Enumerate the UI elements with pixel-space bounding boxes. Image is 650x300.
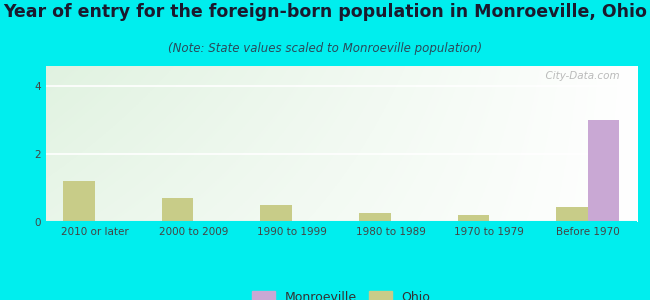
Text: City-Data.com: City-Data.com [539,71,619,81]
Bar [63,181,95,222]
Legend: Monroeville, Ohio: Monroeville, Ohio [248,287,434,300]
Bar [588,120,619,222]
Bar [458,215,489,222]
Bar [162,198,194,222]
Text: Year of entry for the foreign-born population in Monroeville, Ohio: Year of entry for the foreign-born popul… [3,3,647,21]
Bar [359,212,391,222]
Text: (Note: State values scaled to Monroeville population): (Note: State values scaled to Monroevill… [168,42,482,55]
Bar [261,205,292,222]
Bar [556,207,588,222]
